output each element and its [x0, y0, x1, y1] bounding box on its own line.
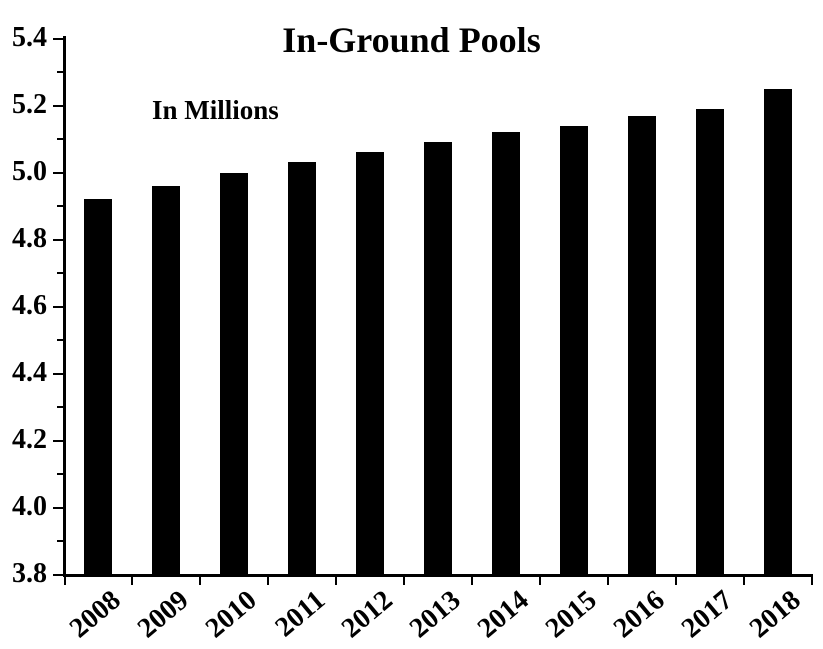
x-tick-label: 2015: [539, 584, 603, 645]
x-tick-label: 2009: [132, 584, 196, 645]
x-tick: [607, 577, 610, 585]
x-tick-label: 2018: [743, 584, 807, 645]
x-tick-label: 2013: [404, 584, 467, 645]
bar-2013: [424, 142, 453, 574]
y-tick-label: 4.0: [12, 490, 47, 522]
x-tick: [810, 577, 813, 585]
x-tick: [335, 577, 338, 585]
bar-2014: [492, 132, 521, 574]
x-tick-label: 2012: [336, 584, 399, 645]
y-major-tick: [53, 573, 63, 576]
x-tick-label: 2014: [471, 584, 535, 645]
y-major-tick: [53, 171, 63, 174]
x-tick: [471, 577, 474, 585]
y-tick-label: 4.2: [12, 423, 47, 455]
y-major-tick: [53, 506, 63, 509]
x-tick: [63, 577, 66, 585]
y-minor-tick: [57, 406, 63, 408]
y-minor-tick: [57, 138, 63, 140]
bar-2010: [220, 172, 249, 574]
x-tick-label: 2016: [607, 584, 671, 645]
y-minor-tick: [57, 205, 63, 207]
y-major-tick: [53, 238, 63, 241]
y-tick-label: 4.4: [12, 356, 47, 388]
y-tick-label: 5.4: [12, 21, 47, 53]
y-axis-line: [63, 36, 66, 577]
bar-2008: [84, 199, 113, 574]
bar-2015: [560, 125, 589, 574]
y-tick-label: 4.8: [12, 222, 47, 254]
bar-2012: [356, 152, 385, 574]
x-tick: [743, 577, 745, 585]
bar-2009: [152, 185, 181, 574]
units-label: In Millions: [152, 95, 279, 125]
y-major-tick: [53, 372, 63, 375]
y-minor-tick: [57, 71, 63, 73]
x-tick: [131, 577, 134, 585]
x-tick: [539, 577, 542, 585]
x-tick: [199, 577, 202, 585]
x-tick-label: 2017: [675, 584, 739, 645]
y-major-tick: [53, 439, 63, 442]
y-minor-tick: [57, 540, 63, 542]
x-tick-label: 2010: [200, 584, 264, 645]
y-tick-label: 3.8: [12, 557, 47, 589]
x-tick-label: 2011: [269, 584, 331, 644]
y-major-tick: [53, 37, 63, 40]
x-tick: [675, 577, 678, 585]
bar-2016: [628, 115, 657, 574]
y-tick-label: 4.6: [12, 289, 47, 321]
y-major-tick: [53, 104, 63, 107]
y-major-tick: [53, 305, 63, 308]
x-tick: [403, 577, 406, 585]
x-axis-line: [63, 574, 813, 577]
x-tick-label: 2008: [64, 584, 128, 645]
y-minor-tick: [57, 272, 63, 274]
bar-2017: [696, 108, 725, 574]
y-minor-tick: [57, 473, 63, 475]
bar-2018: [763, 88, 792, 574]
chart-title: In-Ground Pools: [282, 20, 541, 60]
y-minor-tick: [57, 339, 63, 341]
x-tick: [267, 577, 270, 585]
bar-2011: [288, 162, 317, 574]
y-tick-label: 5.0: [12, 155, 47, 187]
y-tick-label: 5.2: [12, 88, 47, 120]
